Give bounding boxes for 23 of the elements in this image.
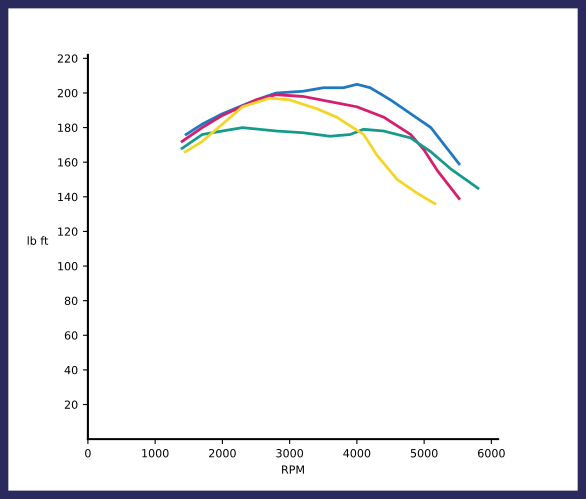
x-tick-label: 1000 — [142, 449, 169, 458]
y-tick-label: 60 — [64, 331, 78, 340]
x-tick-label: 6000 — [478, 449, 505, 458]
x-tick-label: 4000 — [343, 449, 370, 458]
x-axis-title: RPM — [282, 465, 304, 474]
y-tick-label: 100 — [58, 262, 78, 270]
y-tick-label: 80 — [64, 296, 78, 306]
y-tick-label: 220 — [58, 54, 78, 63]
x-tick-label: 5000 — [410, 449, 438, 458]
x-tick-label: 0 — [85, 449, 91, 458]
line-series — [180, 126, 480, 190]
x-tick-label: 2000 — [209, 449, 236, 458]
y-tick-label: 200 — [58, 88, 78, 98]
y-tick-label: 40 — [64, 366, 78, 374]
x-tick-label: 3000 — [276, 449, 304, 458]
y-tick-label: 160 — [58, 158, 78, 167]
line-series — [180, 93, 460, 200]
y-tick-label: 20 — [64, 400, 78, 409]
y-tick-label: 180 — [58, 124, 78, 132]
line-series — [184, 96, 436, 206]
y-tick-label: 140 — [58, 192, 78, 202]
y-tick-label: 120 — [58, 227, 78, 236]
y-axis-title: lb ft — [28, 236, 48, 245]
